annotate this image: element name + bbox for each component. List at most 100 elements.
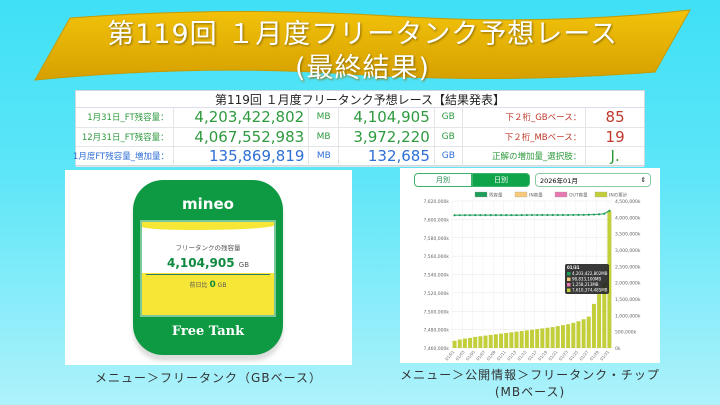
bar-in-cumulative [514, 331, 519, 348]
tooltip-line: 1,258,213MB [572, 282, 599, 287]
line-point [530, 213, 534, 217]
bar-in-cumulative [560, 325, 565, 348]
gb-unit: GB [435, 108, 463, 127]
x-axis-tick: 01/31 [599, 349, 611, 361]
tank-label: フリータンクの残容量 [175, 244, 241, 252]
line-point [494, 214, 497, 217]
tank-value: 4,104,905 [167, 256, 235, 270]
bar-in-cumulative [504, 332, 509, 348]
mb-value: 135,869,819 [174, 147, 310, 166]
left-axis-tick: 7,480,000k [423, 328, 449, 334]
results-table-title: 第119回 １月度フリータンク予想レース【結果発表】 [76, 91, 644, 108]
legend-label: IN容量 [529, 192, 543, 199]
x-axis-tick: 01/23 [558, 349, 570, 361]
right-axis-tick: 1,500,000k [615, 297, 641, 303]
tab-monthly[interactable]: 月別 [414, 173, 472, 187]
table-row: 1月度FT残容量_増加量： 135,869,819 MB 132,685 GB 正解の増加… [73, 147, 644, 167]
line-point [608, 209, 611, 212]
line-point [561, 213, 565, 217]
tank-diff: 前日比 0 GB [142, 280, 274, 290]
right-axis-tick: 0k [615, 346, 621, 352]
bar-in-cumulative [591, 303, 596, 348]
tooltip-line: 7,610,374,485MB [572, 288, 608, 293]
caption-left: メニュー＞フリータンク（GBベース） [95, 371, 322, 385]
gb-unit: GB [435, 127, 463, 146]
bar-in-cumulative [535, 329, 540, 348]
legend-label: INの累計 [609, 192, 628, 199]
right-axis-tick: 500,000k [615, 330, 637, 336]
legend-swatch [514, 191, 528, 198]
bar-in-cumulative [571, 322, 576, 348]
result-value: J. [610, 147, 620, 166]
line-point [453, 214, 456, 217]
free-tank-label: Free Tank [171, 324, 245, 339]
month-select[interactable]: 2026年01月 ⇕ [535, 173, 651, 187]
mb-unit: MB [309, 147, 340, 166]
line-point [520, 213, 523, 217]
line-point [536, 213, 539, 217]
bar-in-cumulative [457, 339, 462, 348]
right-axis-tick: 4,500,000k [615, 199, 641, 205]
bar-in-cumulative [478, 336, 483, 348]
banner-title: 第119回 １月度フリータンク予想レース [107, 19, 618, 50]
mineo-logo: mineo [182, 195, 234, 213]
gb-value: 132,685 [339, 147, 435, 166]
line-point [556, 213, 559, 217]
diff-value: 0 [209, 280, 216, 290]
result-value: 19 [605, 127, 625, 146]
free-tank-screenshot: mineo フリータンクの残容量 4,104,905 GB 前日比 0 GB F… [65, 170, 352, 365]
line-point [597, 213, 601, 216]
line-point [463, 214, 467, 217]
free-tank-widget: mineo フリータンクの残容量 4,104,905 GB 前日比 0 GB F… [133, 180, 283, 355]
bar-in-cumulative [550, 327, 555, 348]
left-axis-tick: 7,620,000k [423, 199, 449, 205]
bar-in-cumulative [524, 330, 529, 348]
line-point [505, 214, 508, 217]
left-axis-tick: 7,580,000k [423, 236, 449, 242]
mb-unit: MB [309, 127, 340, 146]
legend-swatch [554, 191, 568, 198]
gb-value: 4,104,905 [339, 108, 435, 127]
bar-in-cumulative [586, 316, 591, 348]
bar-in-cumulative [581, 319, 586, 348]
line-point [489, 214, 492, 217]
table-row: 1月31日_FT残容量： 4,203,422,802 MB 4,104,905 GB 下２… [76, 108, 644, 128]
bar-in-cumulative [602, 282, 607, 348]
line-point [541, 213, 544, 217]
line-point [474, 214, 477, 217]
left-axis-tick: 7,520,000k [423, 291, 449, 297]
chart: 7,620,000k 7,600,000k 7,580,000k 7,560,000k… [423, 191, 641, 362]
caption-right-line1: メニュー＞公開情報＞フリータンク・チップ [400, 368, 660, 382]
tank-divider [146, 274, 270, 275]
banner-ribbon-shape [34, 9, 691, 81]
tab-daily[interactable]: 日別 [472, 173, 530, 187]
period-tabs: 月別 日別 [414, 173, 530, 187]
gb-value: 3,972,220 [339, 127, 435, 146]
row-label: 1月31日_FT残容量： [76, 108, 174, 127]
line-point [484, 214, 487, 217]
bar-in-cumulative [462, 338, 467, 348]
line-point [592, 213, 596, 216]
diff-label: 前日比 [189, 282, 208, 289]
result-label: 下２桁_GBベース： [463, 108, 587, 127]
line-point [499, 214, 503, 217]
row-label: 1月度FT残容量_増加量： [73, 147, 174, 166]
tank-value-line: 4,104,905 GB [142, 256, 274, 270]
line-point [572, 213, 575, 217]
bar-in-cumulative [519, 331, 524, 348]
line-point [515, 213, 518, 217]
legend-label: 残容量 [489, 192, 503, 199]
result-label: 下２桁_MBベース： [463, 127, 587, 146]
line-point [525, 213, 528, 217]
result-value: 85 [605, 108, 625, 127]
bar-in-cumulative [483, 335, 488, 348]
legend-swatch [594, 191, 608, 198]
line-point [582, 213, 585, 216]
left-axis-tick: 7,560,000k [423, 254, 449, 260]
tooltip-line: 4,203,422,802MB [572, 271, 608, 276]
line-point [510, 213, 513, 217]
month-select-value: 2026年01月 [540, 177, 578, 185]
right-axis-tick: 4,000,000k [615, 215, 641, 221]
line-point [468, 214, 472, 217]
x-axis-tick: 01/25 [568, 349, 580, 361]
